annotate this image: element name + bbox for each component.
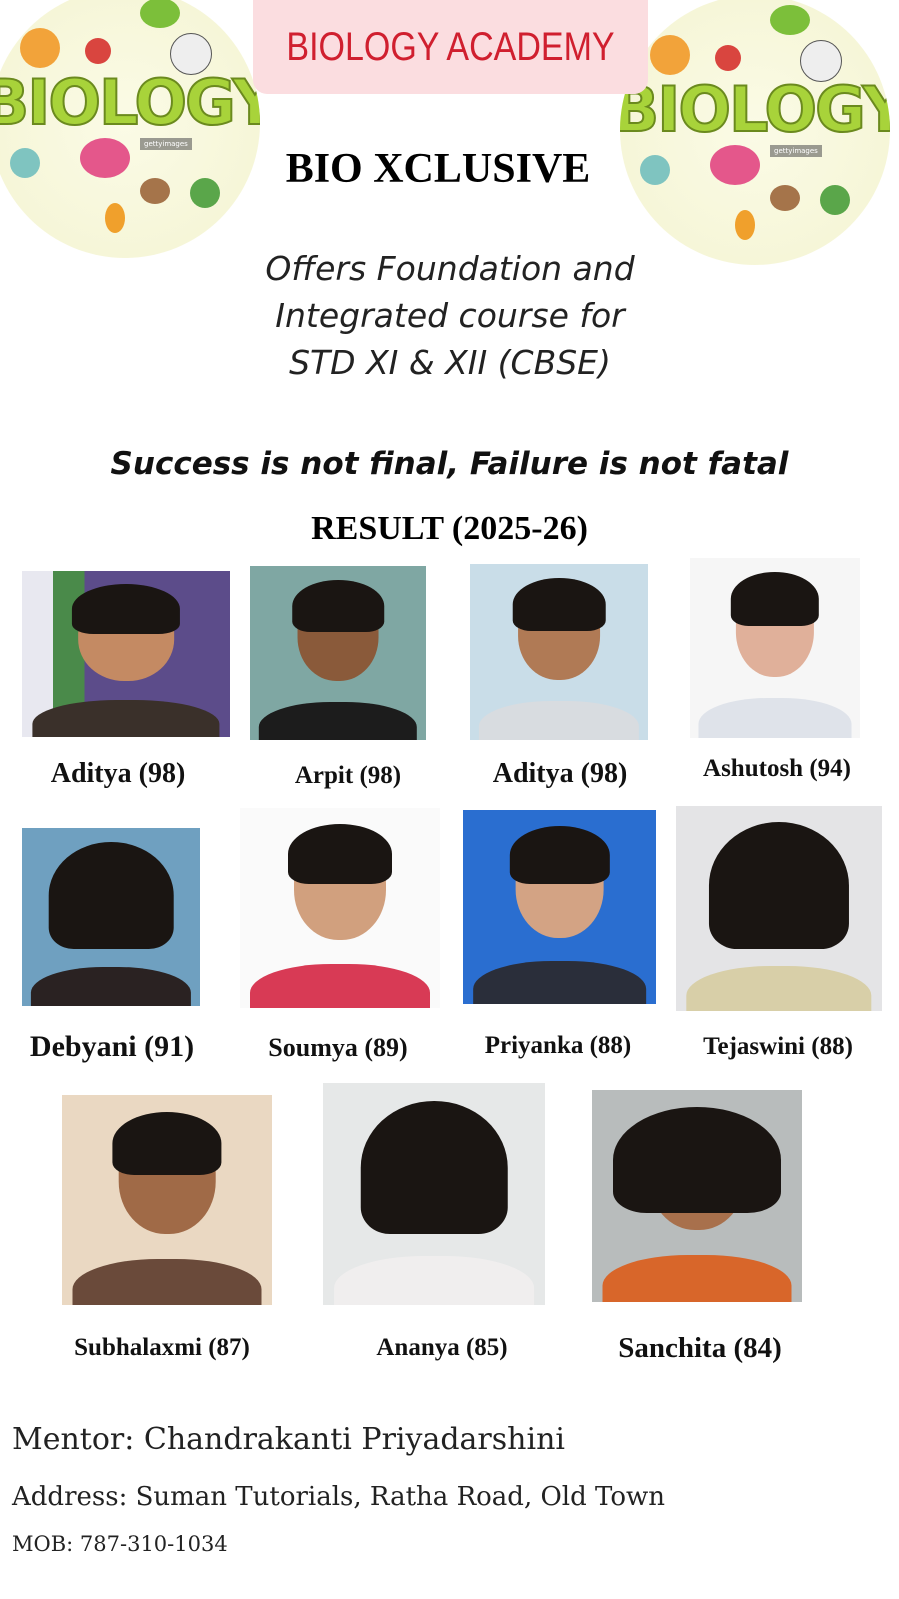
student-name: Ashutosh (94)	[703, 755, 851, 782]
student-name: Priyanka (88)	[484, 1032, 632, 1059]
student-name: Aditya (98)	[50, 758, 186, 789]
student-photo	[62, 1095, 272, 1305]
biology-logo-right: BIOLOGY gettyimages	[620, 0, 890, 265]
biology-logo-left: BIOLOGY gettyimages	[0, 0, 260, 258]
student-name: Tejaswini (88)	[703, 1033, 853, 1060]
student-photo	[690, 558, 860, 738]
student-name: Aditya (98)	[492, 758, 628, 789]
student-photo	[463, 810, 656, 1004]
student-photo	[250, 566, 426, 740]
academy-title: BIOLOGY ACADEMY	[286, 25, 615, 69]
student-photo	[323, 1083, 545, 1305]
mobile-number: MOB: 787-310-1034	[12, 1532, 228, 1556]
academy-banner: BIOLOGY ACADEMY	[253, 0, 648, 94]
motto: Success is not final, Failure is not fat…	[110, 446, 789, 482]
student-photo	[22, 571, 230, 737]
course-offer: Offers Foundation and Integrated course …	[265, 249, 635, 382]
result-title: RESULT (2025-26)	[311, 510, 588, 547]
student-photo	[240, 808, 440, 1008]
mentor-text: Mentor: Chandrakanti Priyadarshini	[12, 1422, 565, 1457]
student-photo	[592, 1090, 802, 1302]
student-name: Arpit (98)	[294, 762, 402, 789]
student-photo	[22, 828, 200, 1006]
student-name: Ananya (85)	[376, 1334, 508, 1361]
student-name: Subhalaxmi (87)	[74, 1334, 250, 1361]
student-name: Sanchita (84)	[618, 1332, 782, 1364]
student-name: Debyani (91)	[29, 1030, 195, 1063]
student-name: Soumya (89)	[268, 1033, 408, 1062]
student-photo	[676, 806, 882, 1011]
student-photo	[470, 564, 648, 740]
address-text: Address: Suman Tutorials, Ratha Road, Ol…	[12, 1482, 665, 1512]
brand-name: BIO XCLUSIVE	[285, 146, 591, 192]
